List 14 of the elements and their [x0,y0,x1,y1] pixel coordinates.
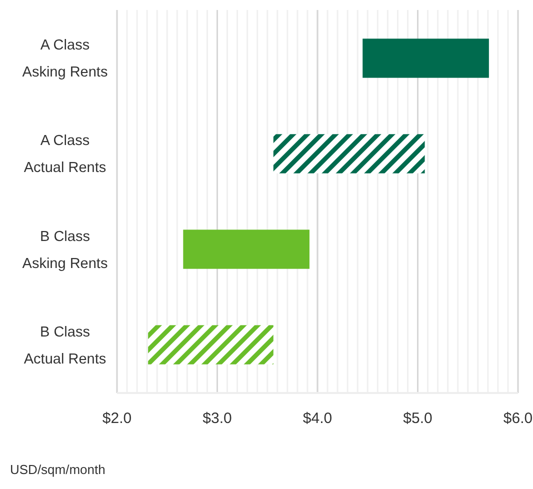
x-tick-label: $3.0 [202,410,232,427]
x-tick-label: $2.0 [102,410,132,427]
y-tick-label: B Class Asking Rents [22,228,108,272]
y-tick-label: A Class Actual Rents [24,133,106,176]
y-tick-label: A Class Asking Rents [22,38,108,81]
x-tick-label: $5.0 [403,410,432,427]
x-tick-label: $6.0 [503,410,533,427]
bar [273,134,425,174]
x-axis-title: USD/sqm/month [10,462,106,477]
x-tick-label: $4.0 [302,410,332,427]
y-tick-label: B Class Actual Rents [24,324,106,368]
bar [362,38,489,78]
bar [183,230,310,269]
bar [148,325,274,364]
